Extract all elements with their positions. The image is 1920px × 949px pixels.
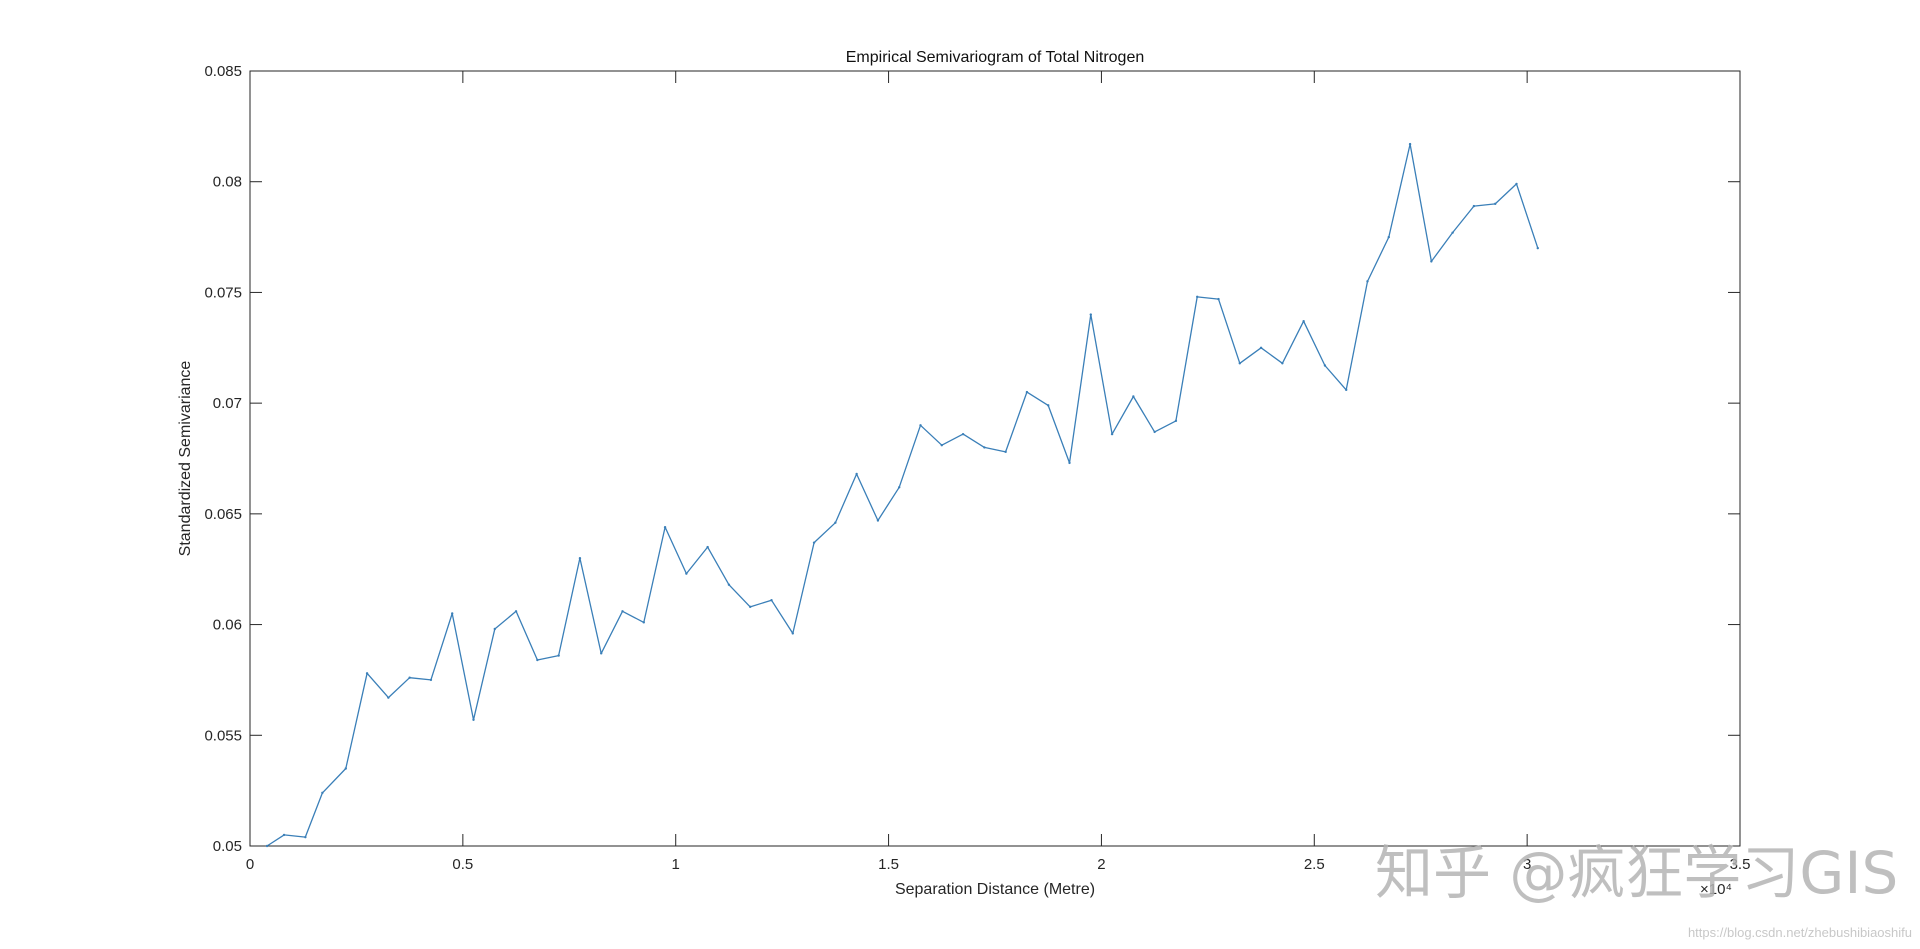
y-tick-label: 0.05 <box>213 838 242 855</box>
x-axis-ticks: 0 0.5 1 1.5 2 2.5 3 3.5 <box>246 71 1751 873</box>
y-tick-label: 0.06 <box>213 617 242 634</box>
data-points <box>265 142 1539 848</box>
data-point <box>451 612 454 615</box>
data-point <box>1451 231 1454 234</box>
data-point <box>1302 320 1305 323</box>
y-tick-label: 0.055 <box>204 727 242 744</box>
data-point <box>472 718 475 721</box>
data-point <box>983 446 986 449</box>
x-axis-label: Separation Distance (Metre) <box>895 881 1095 898</box>
data-point <box>1281 362 1284 365</box>
data-point <box>1174 419 1178 423</box>
data-point <box>855 472 858 476</box>
data-point <box>1196 295 1199 299</box>
data-point <box>961 432 965 436</box>
data-point <box>919 424 922 427</box>
x-tick-label: 0 <box>246 856 254 873</box>
y-tick-label: 0.065 <box>204 506 242 523</box>
data-point <box>387 696 390 699</box>
data-point <box>791 632 794 635</box>
data-point <box>1430 260 1433 263</box>
y-axis-ticks: 0.05 0.055 0.06 0.065 0.07 0.075 0.08 0.085 <box>204 63 1740 855</box>
data-point <box>663 525 667 529</box>
chart-title: Empirical Semivariogram of Total Nitroge… <box>846 49 1144 66</box>
data-point <box>365 672 369 675</box>
data-point <box>344 767 347 770</box>
data-point <box>621 610 624 613</box>
data-point <box>898 486 901 489</box>
data-point <box>706 545 709 549</box>
data-point <box>536 658 539 662</box>
data-point <box>1494 202 1497 206</box>
y-tick-label: 0.08 <box>213 174 242 191</box>
x-tick-label: 1 <box>672 856 680 873</box>
data-point <box>282 833 286 837</box>
data-point <box>304 835 307 839</box>
x-tick-label: 3 <box>1523 856 1531 873</box>
data-point <box>1536 246 1539 250</box>
data-point <box>770 599 773 602</box>
data-point <box>1387 235 1390 239</box>
data-point <box>1515 182 1518 186</box>
data-point <box>1153 430 1156 434</box>
data-point <box>1004 450 1007 454</box>
data-point <box>685 572 688 575</box>
data-point <box>600 652 603 655</box>
data-series-line <box>266 143 1539 847</box>
y-tick-label: 0.07 <box>213 395 242 412</box>
data-point <box>1089 313 1092 316</box>
data-point <box>834 521 837 524</box>
x-tick-label: 1.5 <box>878 856 899 873</box>
data-point <box>642 621 645 624</box>
plot-frame <box>249 70 1741 847</box>
x-axis-exponent: ×10⁴ <box>1700 881 1732 898</box>
data-point <box>578 556 582 560</box>
data-point <box>1068 461 1071 465</box>
data-point <box>265 844 269 848</box>
data-point <box>321 791 324 795</box>
data-point <box>1366 280 1369 283</box>
data-point <box>1047 404 1050 407</box>
data-point <box>727 583 731 586</box>
data-point <box>514 610 518 613</box>
x-tick-label: 2 <box>1097 856 1105 873</box>
data-point <box>876 519 880 522</box>
data-point <box>1025 390 1029 394</box>
data-point <box>812 541 816 544</box>
x-tick-label: 3.5 <box>1730 856 1751 873</box>
data-point <box>749 605 752 609</box>
data-point <box>1110 432 1114 436</box>
data-point <box>1217 297 1220 301</box>
data-point <box>493 627 496 631</box>
data-point <box>1323 364 1327 367</box>
data-point <box>1132 395 1135 398</box>
x-tick-label: 0.5 <box>452 856 473 873</box>
y-tick-label: 0.075 <box>204 284 242 301</box>
watermark-url: https://blog.csdn.net/zhebushibiaoshifu <box>1688 925 1912 940</box>
data-point <box>1238 362 1241 365</box>
data-point <box>1472 204 1476 208</box>
data-point <box>1345 388 1348 392</box>
data-point <box>1259 346 1263 349</box>
data-point <box>1408 142 1412 146</box>
data-point <box>429 678 433 682</box>
watermark-text: 知乎 @疯狂学习GIS <box>1375 839 1898 907</box>
data-point <box>940 444 943 447</box>
data-point <box>557 654 560 657</box>
data-point <box>408 676 411 679</box>
x-tick-label: 2.5 <box>1304 856 1325 873</box>
y-tick-label: 0.085 <box>204 63 242 80</box>
y-axis-label: Standardized Semivariance <box>177 361 194 557</box>
